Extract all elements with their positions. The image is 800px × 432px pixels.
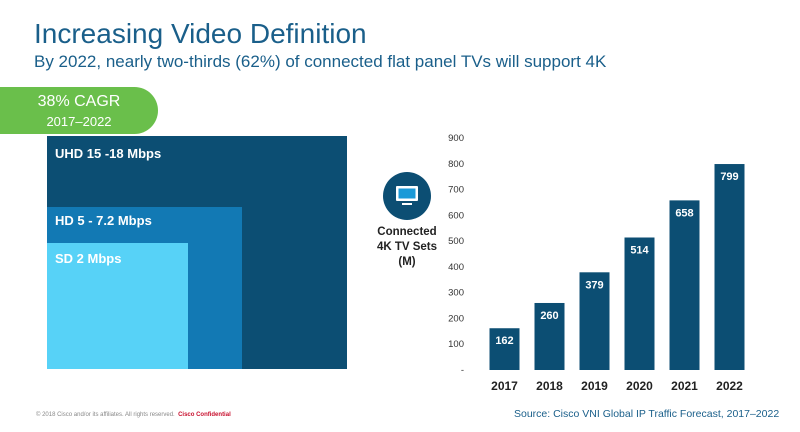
y-tick-label: 800	[448, 159, 464, 170]
page-subtitle: By 2022, nearly two-thirds (62%) of conn…	[34, 52, 607, 71]
page-title: Increasing Video Definition	[34, 18, 367, 49]
bar	[669, 200, 700, 370]
x-tick-label: 2021	[671, 379, 698, 393]
chart-ylabel: Connected 4K TV Sets (M)	[360, 225, 454, 270]
bar	[489, 328, 520, 370]
hd-label: HD 5 - 7.2 Mbps	[55, 213, 152, 228]
bar-data-label: 799	[720, 171, 738, 183]
y-tick-label: 100	[448, 339, 464, 350]
y-tick-label: 500	[448, 236, 464, 247]
cagr-rate: 38% CAGR	[37, 93, 121, 110]
cagr-badge: 38% CAGR 2017–2022	[0, 87, 158, 134]
bar-data-label: 260	[540, 310, 558, 322]
bar	[624, 237, 655, 370]
y-tick-label: 300	[448, 288, 464, 299]
bar	[534, 302, 565, 370]
x-tick-label: 2017	[491, 379, 518, 393]
bar-data-label: 514	[630, 245, 649, 257]
source-note: Source: Cisco VNI Global IP Traffic Fore…	[514, 408, 780, 420]
cagr-period: 2017–2022	[46, 114, 112, 129]
bar-chart: - 100 200 300 400 500 600 700 800 900 162 2017 260 20…	[448, 133, 745, 393]
copyright-text: © 2018 Cisco and/or its affiliates. All …	[36, 412, 175, 418]
x-tick-label: 2018	[536, 379, 563, 393]
sd-box: SD 2 Mbps	[47, 243, 188, 369]
sd-label: SD 2 Mbps	[55, 251, 122, 266]
x-tick-label: 2019	[581, 379, 608, 393]
bar-data-label: 162	[495, 335, 513, 347]
y-tick-label: 200	[448, 313, 464, 324]
chart-ylabel-line-2: 4K TV Sets	[376, 241, 438, 253]
y-tick-label: 700	[448, 185, 464, 196]
bar	[714, 164, 745, 370]
x-tick-label: 2020	[626, 379, 653, 393]
bar	[579, 272, 610, 370]
uhd-label: UHD 15 -18 Mbps	[55, 146, 162, 161]
chart-ylabel-line-3: (M)	[398, 256, 416, 268]
bar-data-label: 379	[585, 279, 603, 291]
y-tick-label: 400	[448, 262, 464, 273]
x-tick-label: 2022	[716, 379, 743, 393]
chart-ylabel-line-1: Connected	[377, 226, 437, 238]
confidential-label: Cisco Confidential	[178, 412, 231, 418]
y-tick-label: 600	[448, 210, 464, 221]
y-tick-label: 900	[448, 133, 464, 144]
y-tick-label: -	[461, 365, 464, 376]
bar-data-label: 658	[675, 207, 693, 219]
tv-icon	[383, 172, 431, 220]
copyright-note: © 2018 Cisco and/or its affiliates. All …	[36, 412, 231, 418]
